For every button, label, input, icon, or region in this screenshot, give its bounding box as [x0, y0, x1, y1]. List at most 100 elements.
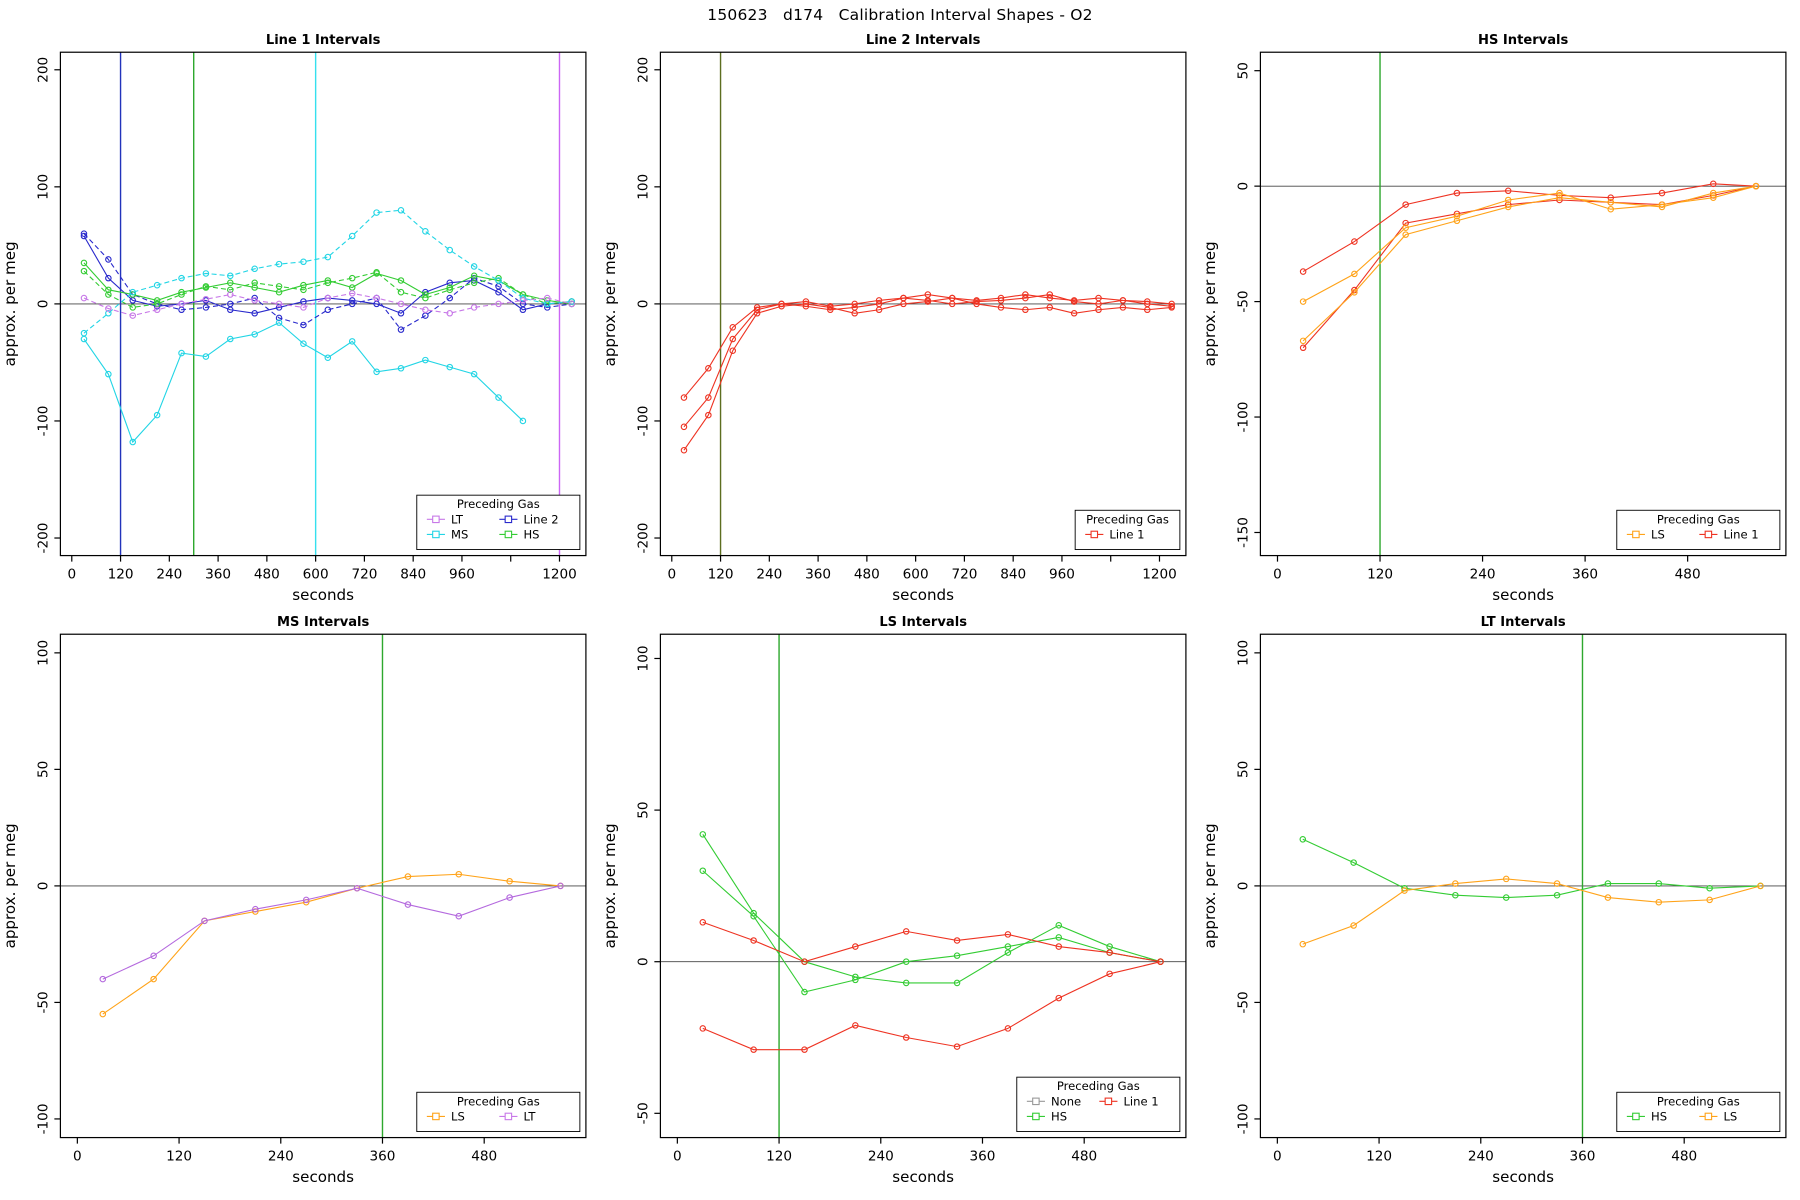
svg-text:Line 1: Line 1	[1123, 1094, 1158, 1108]
svg-text:360: 360	[1572, 567, 1598, 583]
svg-text:approx. per meg: approx. per meg	[1201, 241, 1219, 366]
svg-text:0: 0	[1235, 882, 1251, 891]
svg-text:120: 120	[1366, 1149, 1392, 1165]
svg-text:LS: LS	[1651, 527, 1665, 541]
svg-text:480: 480	[854, 567, 880, 583]
svg-text:MS Intervals: MS Intervals	[277, 615, 370, 630]
svg-text:-100: -100	[35, 406, 51, 437]
svg-text:0: 0	[1273, 1149, 1282, 1165]
svg-text:840: 840	[400, 567, 426, 583]
svg-text:approx. per meg: approx. per meg	[1201, 823, 1219, 948]
svg-text:None: None	[1051, 1094, 1081, 1108]
svg-text:100: 100	[35, 174, 51, 200]
svg-text:0: 0	[1273, 567, 1282, 583]
svg-text:50: 50	[1235, 761, 1251, 778]
svg-text:seconds: seconds	[292, 1168, 354, 1186]
svg-text:50: 50	[1235, 62, 1251, 79]
svg-text:100: 100	[35, 640, 51, 666]
svg-text:600: 600	[303, 567, 329, 583]
chart-hs-intervals: 0 120 240 360 480 -150 -100 -50 0 50 HS Intervals s…	[1200, 28, 1800, 610]
chart-line1-intervals: 0 120 240 360 480 600 720 840 960 1200 -200 -100 0 10…	[0, 28, 600, 610]
svg-text:approx. per meg: approx. per meg	[1, 823, 19, 948]
svg-text:120: 120	[1367, 567, 1393, 583]
svg-text:240: 240	[268, 1149, 294, 1165]
svg-text:-100: -100	[1235, 402, 1251, 433]
chart-ls-intervals: 0 120 240 360 480 -50 0 50 100 LS Intervals second…	[600, 610, 1200, 1192]
svg-text:approx. per meg: approx. per meg	[601, 241, 619, 366]
svg-text:-50: -50	[1235, 290, 1251, 312]
svg-text:HS: HS	[1651, 1109, 1667, 1123]
svg-text:0: 0	[1235, 182, 1251, 191]
svg-text:LS: LS	[451, 1109, 465, 1123]
svg-text:0: 0	[667, 567, 676, 583]
svg-text:50: 50	[35, 761, 51, 778]
svg-text:240: 240	[1470, 567, 1496, 583]
svg-text:0: 0	[673, 1149, 682, 1165]
chart-svg: 0 120 240 360 480 600 720 840 960 1200 -200 -100 0 10…	[601, 33, 1187, 604]
svg-text:-50: -50	[635, 1102, 651, 1124]
svg-text:-200: -200	[35, 523, 51, 554]
chart-svg: 0 120 240 360 480 -150 -100 -50 0 50 HS Intervals s…	[1201, 33, 1787, 604]
svg-text:-50: -50	[1235, 991, 1251, 1013]
svg-text:-200: -200	[635, 523, 651, 554]
svg-text:840: 840	[1000, 567, 1026, 583]
svg-text:seconds: seconds	[292, 586, 354, 604]
svg-text:-150: -150	[1235, 517, 1251, 548]
svg-text:960: 960	[1049, 567, 1075, 583]
chart-ms-intervals: 0 120 240 360 480 -100 -50 0 50 100 MS Intervals se…	[0, 610, 600, 1192]
svg-text:200: 200	[35, 57, 51, 83]
svg-text:120: 120	[108, 567, 134, 583]
svg-text:approx. per meg: approx. per meg	[1, 241, 19, 366]
svg-text:600: 600	[903, 567, 929, 583]
svg-text:240: 240	[868, 1149, 894, 1165]
svg-text:LT Intervals: LT Intervals	[1481, 615, 1566, 630]
svg-text:seconds: seconds	[892, 586, 954, 604]
svg-text:Line 1 Intervals: Line 1 Intervals	[266, 33, 381, 48]
svg-text:720: 720	[951, 567, 977, 583]
chart-svg: 0 120 240 360 480 600 720 840 960 1200 -200 -100 0 10…	[1, 33, 587, 604]
svg-text:LS: LS	[1723, 1109, 1737, 1123]
chart-line2-intervals: 0 120 240 360 480 600 720 840 960 1200 -200 -100 0 10…	[600, 28, 1200, 610]
svg-text:approx. per meg: approx. per meg	[601, 823, 619, 948]
svg-text:360: 360	[970, 1149, 996, 1165]
svg-text:240: 240	[1468, 1149, 1494, 1165]
svg-text:360: 360	[1570, 1149, 1596, 1165]
svg-text:100: 100	[1235, 640, 1251, 666]
svg-text:480: 480	[254, 567, 280, 583]
svg-text:HS: HS	[1051, 1109, 1067, 1123]
svg-text:120: 120	[766, 1149, 792, 1165]
svg-text:480: 480	[471, 1149, 497, 1165]
svg-text:0: 0	[67, 567, 76, 583]
page-title: 150623 d174 Calibration Interval Shapes …	[707, 6, 1093, 24]
svg-text:-100: -100	[35, 1104, 51, 1135]
svg-text:1200: 1200	[1142, 567, 1177, 583]
svg-text:0: 0	[635, 957, 651, 966]
svg-text:200: 200	[635, 57, 651, 83]
chart-lt-intervals: 0 120 240 360 480 -100 -50 0 50 100 LT Intervals se…	[1200, 610, 1800, 1192]
svg-text:240: 240	[756, 567, 782, 583]
svg-text:Preceding Gas: Preceding Gas	[1057, 1079, 1140, 1093]
svg-text:100: 100	[635, 174, 651, 200]
svg-text:120: 120	[708, 567, 734, 583]
svg-text:seconds: seconds	[892, 1168, 954, 1186]
svg-text:Line 2 Intervals: Line 2 Intervals	[866, 33, 981, 48]
svg-text:0: 0	[35, 300, 51, 309]
svg-text:-100: -100	[635, 406, 651, 437]
svg-text:Line 1: Line 1	[1109, 527, 1144, 541]
svg-text:360: 360	[805, 567, 831, 583]
svg-text:100: 100	[635, 646, 651, 672]
svg-text:-50: -50	[35, 991, 51, 1013]
svg-text:seconds: seconds	[1492, 586, 1554, 604]
svg-text:Preceding Gas: Preceding Gas	[457, 497, 540, 511]
svg-text:MS: MS	[451, 527, 468, 541]
svg-text:360: 360	[370, 1149, 396, 1165]
chart-svg: 0 120 240 360 480 -100 -50 0 50 100 LT Intervals se…	[1201, 615, 1787, 1186]
svg-text:LT: LT	[523, 1109, 536, 1123]
svg-text:120: 120	[166, 1149, 192, 1165]
chart-svg: 0 120 240 360 480 -50 0 50 100 LS Intervals second…	[601, 615, 1187, 1186]
svg-text:480: 480	[1675, 567, 1701, 583]
svg-text:360: 360	[205, 567, 231, 583]
charts-grid: 0 120 240 360 480 600 720 840 960 1200 -200 -100 0 10…	[0, 28, 1800, 1192]
svg-text:Preceding Gas: Preceding Gas	[1657, 512, 1740, 526]
